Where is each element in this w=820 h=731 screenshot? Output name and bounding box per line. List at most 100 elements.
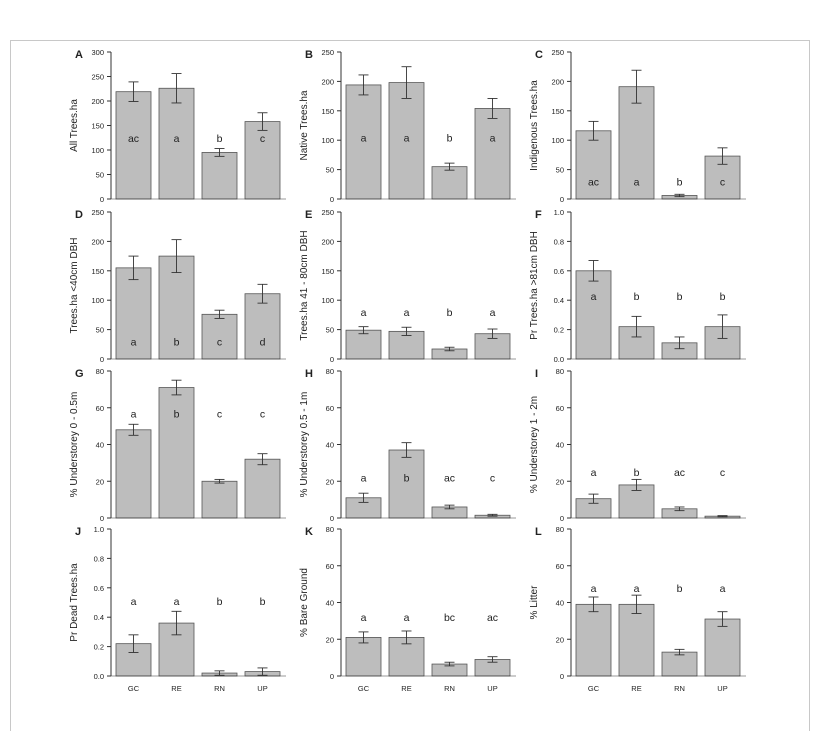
panel-letter: D <box>75 209 83 221</box>
y-tick-label: 100 <box>91 146 104 155</box>
panel-b: 0 50 100 150 200 250 B Native Trees.ha a a b a <box>299 48 516 204</box>
panel-letter: B <box>305 49 313 61</box>
y-tick-label: 0 <box>100 355 104 364</box>
y-tick-label: 50 <box>556 166 564 175</box>
plot-area <box>571 371 746 518</box>
y-tick-label: 0 <box>330 514 334 523</box>
significance-letter: b <box>260 596 266 608</box>
y-tick-label: 150 <box>321 107 334 116</box>
panel-letter: C <box>535 49 543 61</box>
significance-letter: a <box>591 583 597 595</box>
y-tick-label: 0.2 <box>94 643 104 652</box>
bar-up <box>704 618 741 677</box>
significance-letter: ac <box>128 133 139 145</box>
significance-letter: a <box>720 583 726 595</box>
bar-gc <box>575 270 612 360</box>
significance-letter: b <box>677 176 683 188</box>
bar-re <box>388 330 425 360</box>
bar-gc <box>115 91 152 200</box>
y-tick-label: 40 <box>556 441 564 450</box>
y-tick-label: 200 <box>321 237 334 246</box>
y-tick-label: 0.4 <box>554 296 564 305</box>
significance-letter: c <box>217 408 222 420</box>
y-axis-label: Indigenous Trees.ha <box>529 80 540 171</box>
panel-i: 0 20 40 60 80 I % Understorey 1 - 2m a b ac c <box>529 367 746 523</box>
x-tick-label: RE <box>631 684 641 693</box>
significance-letter: a <box>131 408 137 420</box>
significance-letter: a <box>634 176 640 188</box>
y-tick-label: 20 <box>326 635 334 644</box>
significance-letter: bc <box>444 612 455 624</box>
y-tick-label: 60 <box>326 562 334 571</box>
y-tick-label: 80 <box>556 367 564 376</box>
plot-area <box>341 371 516 518</box>
significance-letter: b <box>217 133 223 145</box>
panel-letter: G <box>75 368 84 380</box>
significance-letter: a <box>404 612 410 624</box>
significance-letter: a <box>361 473 367 485</box>
y-axis-label: % Understorey 0 - 0.5m <box>69 392 80 498</box>
panel-h: 0 20 40 60 80 H % Understorey 0.5 - 1m a b ac c <box>299 367 516 523</box>
y-tick-label: 200 <box>91 237 104 246</box>
y-tick-label: 250 <box>321 208 334 217</box>
y-tick-label: 20 <box>96 477 104 486</box>
y-axis-label: All Trees.ha <box>69 99 80 152</box>
significance-letter: ac <box>588 176 599 188</box>
y-tick-label: 40 <box>96 441 104 450</box>
x-tick-label: RE <box>171 684 181 693</box>
significance-letter: a <box>174 596 180 608</box>
bar-rn <box>201 313 238 360</box>
y-tick-label: 150 <box>551 107 564 116</box>
bar-gc <box>115 267 152 360</box>
panel-f: 0.0 0.2 0.4 0.6 0.8 1.0 F Pr Trees.ha >81cm DBH… <box>529 208 746 364</box>
y-tick-label: 250 <box>551 48 564 57</box>
significance-letter: b <box>217 596 223 608</box>
panel-c: 0 50 100 150 200 250 C Indigenous Trees.ha ac a b c <box>529 48 746 204</box>
significance-letter: a <box>131 596 137 608</box>
y-tick-label: 250 <box>91 208 104 217</box>
bar-up <box>244 121 281 200</box>
bar-re <box>618 86 655 200</box>
bar-gc <box>575 603 612 677</box>
y-tick-label: 0 <box>560 672 564 681</box>
y-tick-label: 100 <box>321 136 334 145</box>
bar-gc <box>345 329 382 360</box>
y-tick-label: 0.6 <box>554 267 564 276</box>
y-tick-label: 0 <box>560 514 564 523</box>
y-tick-label: 1.0 <box>94 525 104 534</box>
y-tick-label: 40 <box>556 599 564 608</box>
panel-letter: I <box>535 368 538 380</box>
x-tick-label: RN <box>674 684 685 693</box>
panel-letter: E <box>305 209 312 221</box>
y-axis-label: Trees.ha <40cm DBH <box>69 237 80 333</box>
x-tick-label: UP <box>487 684 497 693</box>
x-tick-label: RE <box>401 684 411 693</box>
panel-letter: A <box>75 49 83 61</box>
bar-rn <box>201 152 238 200</box>
y-tick-label: 200 <box>321 77 334 86</box>
significance-letter: ac <box>444 473 455 485</box>
y-tick-label: 60 <box>556 404 564 413</box>
significance-letter: a <box>361 132 367 144</box>
bar-up <box>244 458 281 519</box>
significance-letter: a <box>591 467 597 479</box>
y-tick-label: 0 <box>100 514 104 523</box>
y-tick-label: 250 <box>321 48 334 57</box>
y-axis-label: Trees.ha 41 - 80cm DBH <box>299 230 310 340</box>
panel-j: 0.0 0.2 0.4 0.6 0.8 1.0 J Pr Dead Trees.ha a GC a R… <box>69 525 286 693</box>
y-tick-label: 100 <box>321 296 334 305</box>
y-tick-label: 60 <box>96 404 104 413</box>
y-axis-label: % Understorey 0.5 - 1m <box>299 392 310 498</box>
y-tick-label: 100 <box>551 136 564 145</box>
x-tick-label: UP <box>717 684 727 693</box>
y-tick-label: 50 <box>96 326 104 335</box>
y-tick-label: 150 <box>321 267 334 276</box>
x-tick-label: RN <box>214 684 225 693</box>
y-tick-label: 0.0 <box>554 355 564 364</box>
panel-g: 0 20 40 60 80 G % Understorey 0 - 0.5m a b c c <box>69 367 286 523</box>
y-axis-label: Pr Dead Trees.ha <box>69 563 80 642</box>
y-tick-label: 0.8 <box>554 237 564 246</box>
significance-letter: a <box>634 583 640 595</box>
significance-letter: b <box>634 291 640 303</box>
y-tick-label: 80 <box>326 525 334 534</box>
